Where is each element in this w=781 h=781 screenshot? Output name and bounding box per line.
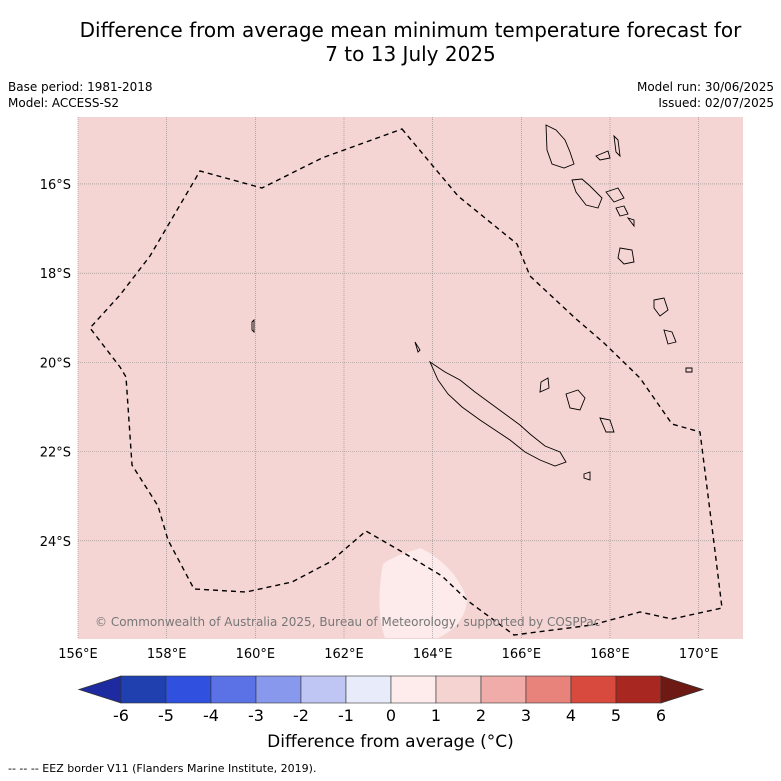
new-caledonia-coast bbox=[428, 360, 567, 467]
colorbar-tick-label: 3 bbox=[521, 706, 531, 725]
colorbar bbox=[77, 675, 705, 704]
colorbar-tick-label: -1 bbox=[338, 706, 354, 725]
island-coast bbox=[595, 150, 611, 161]
vanuatu-coast bbox=[545, 124, 575, 169]
meta-right: Model run: 30/06/2025 Issued: 02/07/2025 bbox=[637, 79, 774, 111]
island-coast bbox=[539, 377, 550, 393]
lat-tick-label: 22°S bbox=[40, 446, 71, 461]
lon-tick-label: 168°E bbox=[590, 647, 630, 662]
colorbar-label: Difference from average (°C) bbox=[267, 732, 514, 752]
island-coast bbox=[605, 187, 625, 203]
colorbar-tick-label: 6 bbox=[656, 706, 666, 725]
colorbar-tick-labels: -6 -5 -4 -3 -2 -1 0 1 2 3 4 5 6 bbox=[113, 706, 666, 725]
lat-tick-label: 18°S bbox=[40, 267, 71, 282]
island-coast bbox=[613, 134, 621, 158]
title-line-2: 7 to 13 July 2025 bbox=[325, 42, 496, 66]
colorbar-tick-label: 0 bbox=[386, 706, 396, 725]
colorbar-swatch bbox=[165, 675, 212, 704]
island-coast bbox=[626, 217, 635, 228]
island-coast bbox=[615, 205, 629, 217]
chart-title: Difference from average mean minimum tem… bbox=[0, 18, 781, 66]
colorbar-tick-label: 1 bbox=[431, 706, 441, 725]
lat-tick-label: 16°S bbox=[40, 178, 71, 193]
colorbar-swatch bbox=[210, 675, 257, 704]
colorbar-swatch bbox=[300, 675, 347, 704]
copyright-text: © Commonwealth of Australia 2025, Bureau… bbox=[95, 615, 600, 629]
coastlines bbox=[251, 124, 693, 481]
lon-tick-label: 162°E bbox=[324, 647, 364, 662]
lon-tick-label: 158°E bbox=[147, 647, 187, 662]
colorbar-swatch bbox=[480, 675, 527, 704]
island-coast bbox=[685, 367, 693, 373]
issued-date: Issued: 02/07/2025 bbox=[658, 96, 774, 110]
lon-tick-label: 170°E bbox=[679, 647, 719, 662]
model-run: Model run: 30/06/2025 bbox=[636, 80, 774, 94]
gridlines bbox=[77, 117, 743, 639]
island-coast bbox=[414, 341, 421, 353]
anomaly-patch bbox=[379, 548, 467, 638]
lon-tick-label: 166°E bbox=[502, 647, 542, 662]
colorbar-swatch bbox=[525, 675, 572, 704]
colorbar-tick-label: -5 bbox=[158, 706, 174, 725]
eez-legend: -- -- -- EEZ border V11 (Flanders Marine… bbox=[8, 762, 317, 775]
colorbar-swatch bbox=[255, 675, 302, 704]
eez-border bbox=[89, 128, 723, 636]
island-coast bbox=[565, 389, 586, 411]
colorbar-extend-high bbox=[660, 675, 705, 704]
colorbar-tick-label: 4 bbox=[566, 706, 576, 725]
lon-tick-labels: 156°E 158°E 160°E 162°E 164°E 166°E 168°E 170°E bbox=[58, 647, 718, 662]
island-coast bbox=[653, 297, 669, 317]
colorbar-swatch bbox=[615, 675, 662, 704]
colorbar-tick-label: -4 bbox=[203, 706, 219, 725]
colorbar-tick-label: -6 bbox=[113, 706, 129, 725]
colorbar-swatch bbox=[120, 675, 167, 704]
island-coast bbox=[663, 329, 677, 345]
model-name: Model: ACCESS-S2 bbox=[8, 96, 120, 110]
title-line-1: Difference from average mean minimum tem… bbox=[79, 18, 742, 42]
colorbar-tick-label: 2 bbox=[476, 706, 486, 725]
lat-tick-labels: 16°S 18°S 20°S 22°S 24°S bbox=[40, 178, 71, 550]
lat-tick-label: 20°S bbox=[40, 356, 71, 371]
colorbar-swatch bbox=[390, 675, 437, 704]
island-coast bbox=[571, 178, 603, 209]
colorbar-tick-label: 5 bbox=[611, 706, 621, 725]
lat-tick-label: 24°S bbox=[40, 535, 71, 550]
colorbar-tick-label: -2 bbox=[293, 706, 309, 725]
lon-tick-label: 156°E bbox=[58, 647, 98, 662]
island-coast bbox=[617, 247, 635, 265]
colorbar-swatch bbox=[570, 675, 617, 704]
colorbar-extend-low bbox=[77, 675, 122, 704]
island-coast bbox=[251, 318, 255, 334]
island-coast bbox=[583, 471, 591, 481]
island-coast bbox=[599, 417, 615, 433]
colorbar-swatch bbox=[345, 675, 392, 704]
colorbar-swatch bbox=[435, 675, 482, 704]
base-period: Base period: 1981-2018 bbox=[8, 80, 153, 94]
lon-tick-label: 164°E bbox=[413, 647, 453, 662]
colorbar-tick-label: -3 bbox=[248, 706, 264, 725]
meta-left: Base period: 1981-2018 Model: ACCESS-S2 bbox=[8, 79, 153, 111]
lon-tick-label: 160°E bbox=[236, 647, 276, 662]
